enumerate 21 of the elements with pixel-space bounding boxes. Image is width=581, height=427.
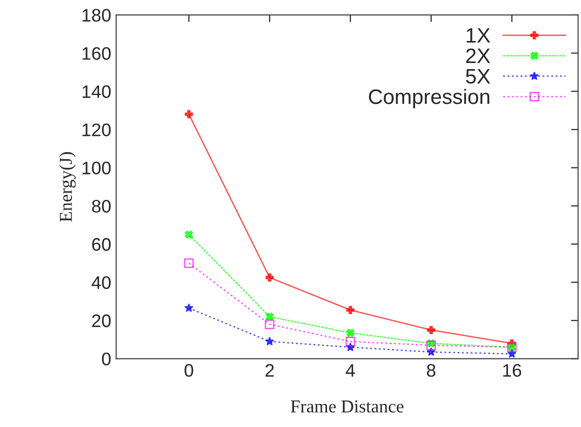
x-tick-label: 2 bbox=[266, 364, 274, 377]
x-tick-label: 4 bbox=[346, 364, 355, 377]
y-tick-label: 80 bbox=[92, 200, 111, 213]
y-axis-title: Energy(J) bbox=[59, 152, 76, 222]
legend-label: 5X bbox=[466, 69, 490, 84]
x-tick-label: 0 bbox=[184, 364, 194, 377]
y-tick-label: 60 bbox=[92, 238, 111, 251]
x-axis-title: Frame Distance bbox=[290, 400, 404, 413]
y-tick-label: 180 bbox=[82, 8, 111, 22]
y-tick-label: 160 bbox=[82, 47, 111, 60]
y-tick-label: 120 bbox=[82, 123, 111, 136]
legend-label: 1X bbox=[466, 28, 490, 43]
y-tick-label: 140 bbox=[82, 85, 111, 98]
x-tick-label: 8 bbox=[426, 364, 436, 377]
y-tick-label: 0 bbox=[102, 352, 111, 366]
y-tick-label: 20 bbox=[92, 314, 111, 328]
x-tick-label: 16 bbox=[503, 364, 522, 377]
legend-label: 2X bbox=[466, 48, 490, 64]
y-tick-label: 40 bbox=[92, 276, 111, 290]
y-tick-label: 100 bbox=[82, 162, 111, 174]
legend-label: Compression bbox=[368, 88, 490, 108]
